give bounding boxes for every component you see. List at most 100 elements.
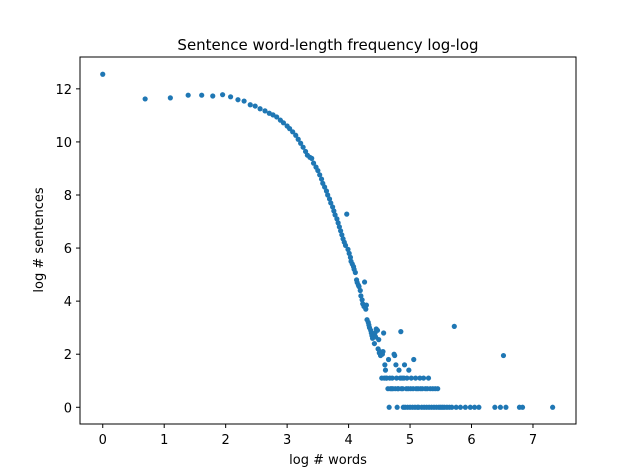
data-point <box>293 132 299 138</box>
data-point <box>309 155 315 161</box>
y-axis: 0 2 4 6 8 10 12 <box>55 83 80 416</box>
chart-title: Sentence word-length frequency log-log <box>177 36 478 54</box>
plot-area <box>100 71 556 410</box>
data-point <box>344 211 350 217</box>
data-point <box>280 120 287 126</box>
data-point <box>241 98 247 104</box>
data-point <box>290 129 296 135</box>
data-point <box>381 330 387 336</box>
y-tick-label: 6 <box>64 242 72 257</box>
data-point <box>385 356 392 363</box>
data-point <box>252 103 258 109</box>
y-tick-label: 10 <box>55 136 72 151</box>
data-point <box>100 71 106 77</box>
data-point <box>142 96 148 102</box>
x-tick-label: 7 <box>529 433 537 448</box>
data-point <box>210 93 216 99</box>
data-point <box>393 362 399 368</box>
data-point <box>318 176 325 182</box>
data-point <box>219 92 226 98</box>
data-point <box>471 404 478 410</box>
x-axis-label: log # words <box>289 453 367 468</box>
data-point <box>300 144 306 150</box>
data-point <box>310 160 317 166</box>
x-tick-label: 1 <box>160 433 168 448</box>
data-point <box>420 375 427 381</box>
data-point <box>345 246 351 252</box>
data-point <box>356 283 362 290</box>
data-point <box>386 404 392 410</box>
data-point <box>408 375 414 381</box>
data-point <box>330 204 336 210</box>
data-point <box>404 375 410 381</box>
data-point <box>262 108 268 114</box>
y-tick-label: 4 <box>64 295 72 310</box>
plot-frame <box>79 56 577 425</box>
data-point <box>376 337 382 343</box>
data-point <box>476 404 482 410</box>
data-point <box>346 250 352 256</box>
data-point <box>298 140 304 146</box>
data-point <box>435 386 441 392</box>
data-point <box>185 92 191 98</box>
data-point <box>550 404 556 410</box>
data-point <box>401 362 408 368</box>
x-axis: 0 1 2 3 4 5 6 7 <box>99 424 537 448</box>
data-point <box>503 404 509 410</box>
x-tick-label: 0 <box>99 433 107 448</box>
data-point <box>363 306 369 312</box>
data-point <box>334 216 340 222</box>
data-point <box>467 404 473 410</box>
data-point <box>497 404 503 410</box>
x-tick-label: 5 <box>406 433 414 448</box>
data-point <box>315 167 321 174</box>
y-tick-label: 8 <box>64 189 72 204</box>
data-point <box>199 92 205 98</box>
data-point <box>257 106 263 112</box>
data-point <box>322 184 328 190</box>
data-point <box>167 95 173 101</box>
data-point <box>396 367 402 373</box>
data-point <box>342 242 349 249</box>
data-point <box>331 208 337 214</box>
data-point <box>393 375 400 381</box>
data-point <box>357 287 363 294</box>
data-point <box>500 352 507 359</box>
y-axis-label: log # sentences <box>32 187 47 292</box>
data-point <box>359 297 365 303</box>
data-point <box>328 200 334 206</box>
data-point <box>317 172 323 178</box>
data-point <box>389 375 395 381</box>
data-point <box>352 269 358 276</box>
data-point <box>361 279 368 285</box>
y-tick-label: 12 <box>55 83 72 98</box>
data-point <box>451 323 457 329</box>
data-point <box>227 94 234 100</box>
data-point <box>519 404 526 410</box>
data-point <box>394 404 400 410</box>
data-point <box>492 404 498 410</box>
data-point <box>374 327 381 333</box>
data-point <box>339 232 345 238</box>
data-point <box>411 356 417 363</box>
y-tick-label: 0 <box>64 401 72 416</box>
data-point <box>425 375 432 381</box>
data-point <box>457 404 464 410</box>
data-point <box>358 293 364 299</box>
data-point <box>392 352 398 359</box>
data-point <box>335 220 341 226</box>
data-point <box>398 329 404 335</box>
data-point <box>400 386 406 392</box>
data-point <box>274 114 280 120</box>
data-point <box>326 196 333 202</box>
x-tick-label: 2 <box>222 433 230 448</box>
data-point <box>449 404 455 410</box>
data-point <box>336 224 342 230</box>
data-point <box>363 302 370 308</box>
data-point <box>247 102 253 108</box>
x-tick-label: 3 <box>283 433 291 448</box>
y-tick-label: 2 <box>64 348 72 363</box>
data-point <box>295 136 301 142</box>
data-point <box>380 348 386 355</box>
